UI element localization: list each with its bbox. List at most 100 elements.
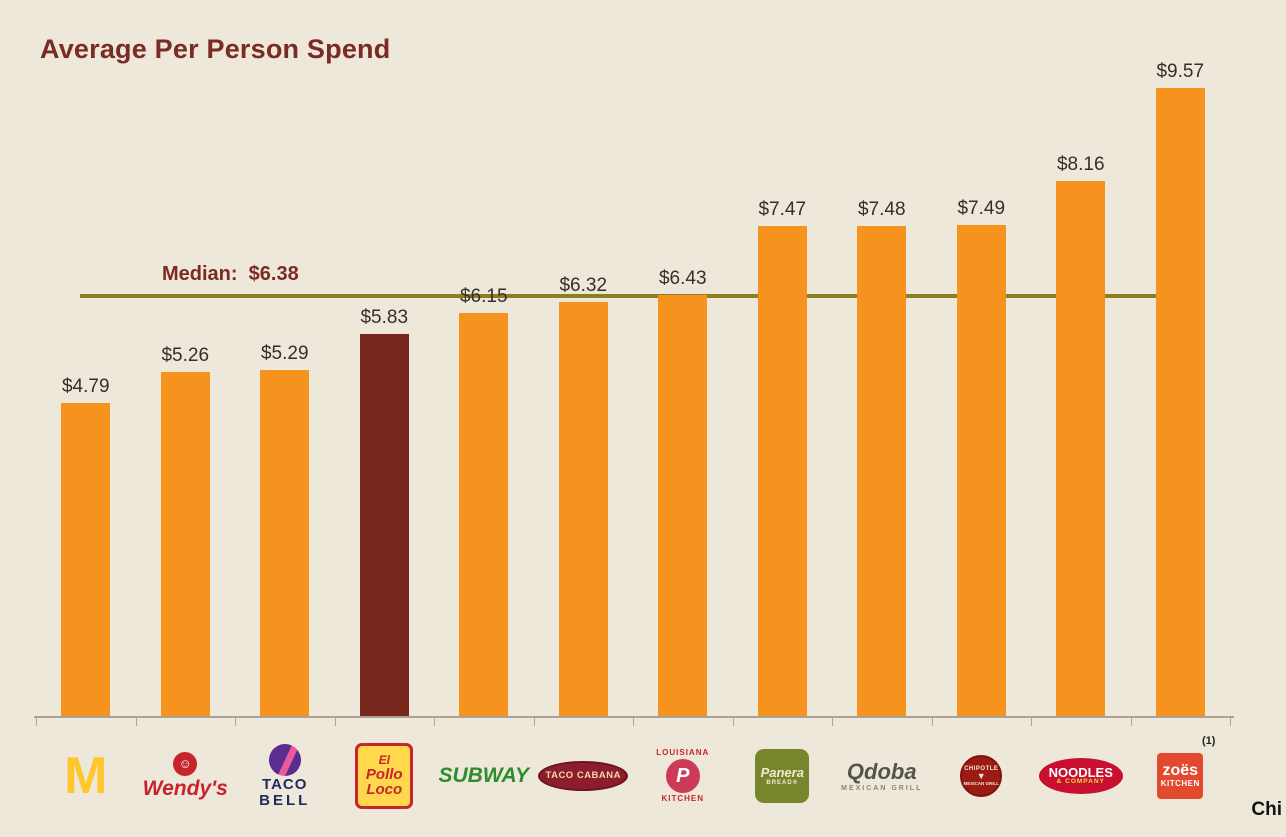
logo-noodles-company: NOODLES & COMPANY [1031, 758, 1131, 794]
axis-tick [36, 718, 37, 726]
bar-el-pollo-loco [359, 334, 409, 718]
logo-shape: ☺ [173, 751, 198, 776]
bar-qdoba-mexican-grill [857, 226, 907, 718]
footnote-marker: (1) [1202, 735, 1216, 747]
logo-text: SUBWAY [438, 763, 530, 787]
logo-text: TACO [262, 775, 308, 793]
axis-tick [1031, 718, 1032, 726]
logo-shape: El Pollo Loco [355, 743, 414, 809]
value-label: $6.43 [658, 268, 707, 289]
logo-shape: CHIPOTLE ▼ MEXICAN GRILL [960, 755, 1003, 797]
bar-mcdonald-s [61, 403, 111, 718]
bar-column-mcdonald-s: $4.79 [36, 60, 136, 718]
logo-text: Qdoba [846, 758, 917, 784]
median-label: Median: $6.38 [162, 263, 299, 285]
logo-qdoba-mexican-grill: Qdoba MEXICAN GRILL [832, 760, 932, 792]
logo-text: MEXICAN GRILL [963, 780, 1000, 786]
logo-text: MEXICAN GRILL [841, 784, 923, 792]
bar-column-taco-cabana: $6.32 [534, 60, 634, 718]
bar-column-el-pollo-loco: $5.83 [335, 60, 435, 718]
logo-taco-bell: TACO BELL [235, 743, 335, 809]
logo-zo-s-kitchen: zoës KITCHEN [1131, 753, 1231, 799]
bar-noodles-company [1056, 181, 1106, 718]
logo-row: M ☺ Wendy's TACO BELL El Pollo Loco SUBWAY TACO C… [36, 730, 1230, 822]
logo-text: El [378, 752, 390, 767]
logo-text: ☺ [178, 756, 192, 772]
axis-tick [434, 718, 435, 726]
plot-area: Median: $6.38 $4.79 $5.26 $5.29 $5.83 $6.15 $… [34, 60, 1234, 726]
value-label: $7.49 [957, 198, 1006, 219]
value-label: $7.47 [758, 199, 807, 220]
bar-column-popeyes-louisiana-kitchen: $6.43 [633, 60, 733, 718]
bar-taco-cabana [558, 302, 608, 718]
logo-shape: Panera BREAD® [755, 749, 810, 803]
axis-tick [235, 718, 236, 726]
bar-column-qdoba-mexican-grill: $7.48 [832, 60, 932, 718]
logo-text: Panera [760, 765, 804, 781]
axis-tick [135, 718, 137, 726]
value-label: $8.16 [1056, 154, 1105, 175]
logo-shape: NOODLES & COMPANY [1038, 758, 1123, 794]
x-axis-line [34, 716, 1234, 718]
logo-text: KITCHEN [661, 794, 705, 803]
axis-tick [633, 718, 634, 726]
axis-tick [931, 718, 933, 726]
logo-shape: P [665, 759, 700, 793]
logo-text: Wendy's [142, 776, 228, 800]
value-label: $6.32 [559, 275, 608, 296]
logo-taco-cabana: TACO CABANA [534, 761, 634, 791]
bar-column-subway: $6.15 [434, 60, 534, 718]
bar-column-zo-s-kitchen: $9.57 [1131, 60, 1231, 718]
bar-taco-bell [260, 370, 310, 718]
bar-column-noodles-company: $8.16 [1031, 60, 1131, 718]
axis-tick [334, 718, 336, 726]
logo-text: NOODLES [1048, 764, 1113, 780]
logo-text: ▼ [976, 771, 986, 782]
logo-text: TACO CABANA [545, 770, 621, 782]
bar-column-wendy-s: $5.26 [136, 60, 236, 718]
median-line [80, 294, 1168, 298]
logo-text: M [64, 747, 108, 805]
bar-subway [459, 313, 509, 718]
value-label: $5.29 [260, 343, 309, 364]
logo-text: CHIPOTLE [964, 765, 999, 772]
axis-tick [533, 718, 535, 726]
logo-text: KITCHEN [1160, 779, 1200, 789]
bar-chipotle [956, 225, 1006, 718]
axis-tick [1130, 718, 1132, 726]
bar-column-chipotle: $7.49 [932, 60, 1032, 718]
logo-text: Loco [366, 781, 403, 799]
value-label: $4.79 [61, 376, 110, 397]
logo-text: LOUISIANA [656, 747, 710, 757]
value-label: $6.15 [459, 286, 508, 307]
bar-column-taco-bell: $5.29 [235, 60, 335, 718]
logo-mcdonald-s: M [36, 750, 136, 802]
axis-tick [1230, 718, 1231, 726]
logo-text: Pollo [365, 765, 403, 783]
logo-text: P [676, 764, 690, 787]
chart-title: Average Per Person Spend [40, 34, 391, 64]
corner-cropped-text: Chi [1251, 799, 1282, 820]
bar-zo-s-kitchen [1155, 88, 1205, 718]
bar-column-panera-bread: $7.47 [733, 60, 833, 718]
logo-shape [268, 743, 301, 776]
logo-chipotle: CHIPOTLE ▼ MEXICAN GRILL [932, 755, 1032, 797]
logo-shape: zoës KITCHEN [1157, 753, 1204, 799]
bar-popeyes-louisiana-kitchen [658, 295, 708, 718]
axis-tick [732, 718, 734, 726]
logo-text: BREAD® [766, 779, 799, 786]
bar-panera-bread [757, 226, 807, 718]
logo-text: & COMPANY [1056, 778, 1105, 786]
logo-text: zoës [1162, 762, 1199, 780]
logo-subway: SUBWAY [434, 763, 534, 787]
value-label: $9.57 [1156, 61, 1205, 82]
bar-wendy-s [160, 372, 210, 718]
logo-text: BELL [259, 792, 311, 809]
logo-wendy-s: ☺ Wendy's [136, 751, 236, 800]
bars-container: $4.79 $5.26 $5.29 $5.83 $6.15 $6.32 $6.43 $7.47… [36, 60, 1230, 718]
value-label: $5.26 [161, 345, 210, 366]
logo-panera-bread: Panera BREAD® [733, 749, 833, 803]
logo-shape: TACO CABANA [538, 761, 629, 791]
value-label: $7.48 [857, 199, 906, 220]
logo-popeyes-louisiana-kitchen: LOUISIANA P KITCHEN [633, 747, 733, 804]
